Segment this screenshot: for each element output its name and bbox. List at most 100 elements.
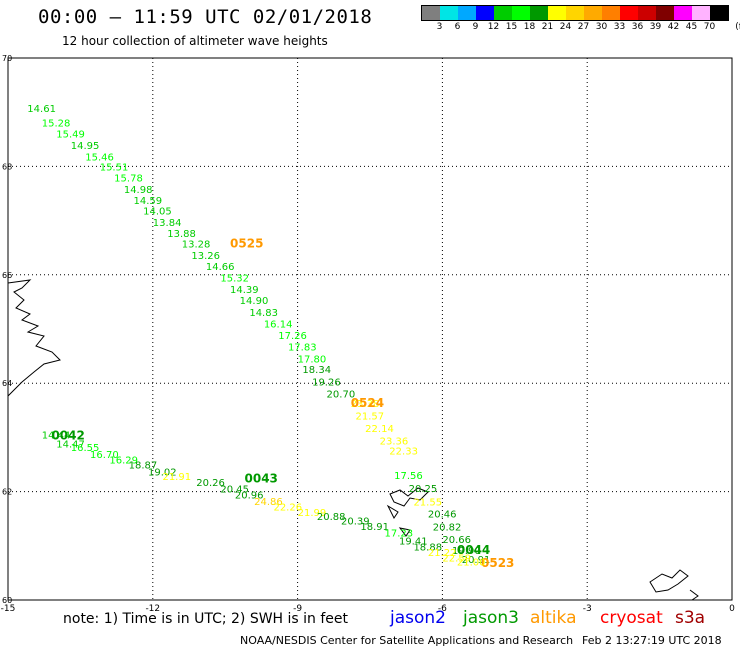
- x-tick-label: -9: [293, 604, 302, 614]
- wave-height-value: 23.38: [351, 399, 380, 410]
- wave-height-value: 20.66: [442, 535, 471, 546]
- legend-tick-label: 70: [703, 22, 716, 32]
- wave-height-value: 14.66: [206, 262, 235, 273]
- wave-height-value: 22.33: [389, 447, 418, 458]
- sat-cryosat-label: cryosat: [600, 608, 663, 628]
- wave-height-value: 14.83: [249, 308, 278, 319]
- legend-swatch: [512, 6, 530, 20]
- track-time-label: 0043: [245, 471, 278, 485]
- wave-height-value: 13.26: [191, 251, 220, 262]
- wave-height-value: 21.91: [162, 472, 191, 483]
- wave-height-value: 15.51: [100, 163, 129, 174]
- wave-height-value: 21.57: [356, 412, 385, 423]
- legend-tick-label: 21: [541, 22, 554, 32]
- chart-subtitle: 12 hour collection of altimeter wave hei…: [62, 34, 328, 48]
- wave-height-value: 19.02: [148, 467, 177, 478]
- color-scale-bar: [421, 5, 729, 21]
- legend-tick-label: 33: [613, 22, 626, 32]
- wave-height-value: 14.90: [240, 296, 269, 307]
- sat-jason2-label: jason2: [390, 608, 446, 628]
- wave-height-value: 23.36: [380, 436, 409, 447]
- legend-unit-label: (ft): [735, 22, 740, 32]
- wave-height-value: 21.00: [457, 557, 486, 568]
- wave-height-value: 17.56: [394, 471, 423, 482]
- wave-height-value: 18.91: [360, 522, 389, 533]
- legend-swatch: [638, 6, 656, 20]
- x-tick-label: -12: [145, 604, 160, 614]
- sat-s3a-label: s3a: [675, 608, 706, 628]
- wave-height-value: 20.82: [433, 523, 462, 534]
- wave-height-value: 16.14: [264, 319, 293, 330]
- wave-height-value: 24.86: [254, 497, 283, 508]
- legend-swatch: [656, 6, 674, 20]
- wave-height-value: 18.87: [129, 460, 158, 471]
- legend-swatch: [674, 6, 692, 20]
- track-time-label: 0523: [481, 556, 514, 570]
- y-tick-label: 60: [2, 596, 12, 605]
- legend-swatch: [458, 6, 476, 20]
- wave-height-value: 14.39: [230, 285, 259, 296]
- wave-height-value: 14.59: [133, 196, 162, 207]
- y-tick-label: 66: [2, 271, 12, 280]
- faroe-islands-coastline: [386, 487, 429, 537]
- legend-tick-label: 24: [559, 22, 572, 32]
- wave-height-value: 15.49: [56, 130, 85, 141]
- wave-height-value: 20.96: [235, 491, 264, 502]
- wave-height-value: 14.98: [124, 185, 153, 196]
- wave-height-value: 17.26: [278, 331, 307, 342]
- wave-height-value: 15.32: [220, 273, 249, 284]
- iceland-coastline: [7, 279, 61, 397]
- legend-swatch: [692, 6, 710, 20]
- y-tick-label: 64: [2, 379, 12, 388]
- legend-tick-label: 42: [667, 22, 680, 32]
- wave-height-value: 13.84: [153, 218, 182, 229]
- x-tick-label: -6: [438, 604, 447, 614]
- x-tick-label: -15: [1, 604, 16, 614]
- y-tick-label: 68: [2, 162, 12, 171]
- legend-tick-label: 15: [505, 22, 518, 32]
- wave-height-value: 14.95: [71, 141, 100, 152]
- wave-height-value: 19.41: [399, 537, 428, 548]
- wave-height-value: 20.91: [462, 555, 491, 566]
- legend-swatch: [566, 6, 584, 20]
- wave-height-value: 16.29: [109, 455, 138, 466]
- legend-swatch: [584, 6, 602, 20]
- legend-tick-label: 39: [649, 22, 662, 32]
- wave-height-value: 14.44: [42, 430, 71, 441]
- y-tick-label: 62: [2, 488, 12, 497]
- legend-tick-label: 45: [685, 22, 698, 32]
- wave-height-value: 19.26: [312, 377, 341, 388]
- wave-height-value: 22.14: [365, 424, 394, 435]
- note-text: note: 1) Time is in UTC; 2) SWH is in fe…: [63, 611, 349, 627]
- legend-swatch: [440, 6, 458, 20]
- wave-height-value: 17.83: [288, 343, 317, 354]
- wave-height-value: 21.55: [413, 498, 442, 509]
- wave-height-value: 13.88: [167, 229, 196, 240]
- track-time-label: 0524: [351, 396, 384, 410]
- legend-tick-label: 6: [454, 22, 461, 32]
- wave-height-value: 19.90: [452, 546, 481, 557]
- legend-tick-label: 18: [523, 22, 536, 32]
- wave-height-value: 22.59: [442, 554, 471, 565]
- legend-swatch: [476, 6, 494, 20]
- wave-height-value: 22.26: [273, 503, 302, 514]
- y-tick-label: 70: [2, 54, 12, 63]
- wave-height-value: 14.61: [27, 104, 56, 115]
- legend-tick-label: 3: [436, 22, 443, 32]
- wave-height-value: 16.55: [71, 443, 100, 454]
- wave-height-value: 20.26: [196, 478, 225, 489]
- legend-swatch: [530, 6, 548, 20]
- wave-height-value: 14.05: [143, 207, 172, 218]
- wave-height-value: 20.25: [409, 484, 438, 495]
- wave-height-value: 18.88: [413, 543, 442, 554]
- legend-swatch: [620, 6, 638, 20]
- legend-tick-label: 9: [472, 22, 479, 32]
- wave-height-value: 20.70: [327, 389, 356, 400]
- wave-height-value: 21.99: [298, 508, 327, 519]
- track-time-label: 0042: [51, 429, 84, 443]
- legend-tick-label: 12: [487, 22, 500, 32]
- shetland-coastline: [649, 569, 699, 601]
- chart-title: 00:00 – 11:59 UTC 02/01/2018: [38, 6, 373, 28]
